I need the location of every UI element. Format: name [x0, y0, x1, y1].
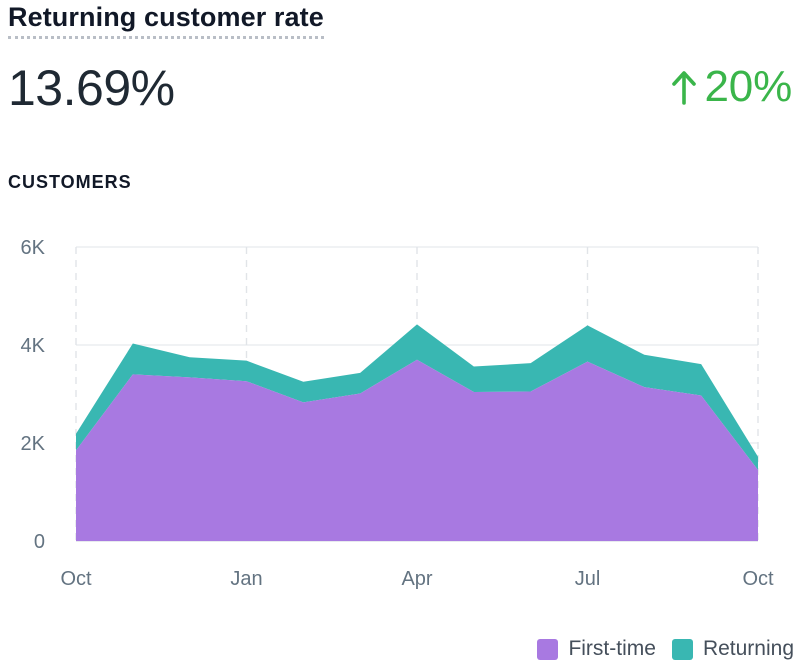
legend-label-first-time: First-time: [568, 637, 656, 660]
x-tick-label: Oct: [742, 568, 774, 590]
rate-change-value: 20%: [704, 62, 793, 111]
legend-item-first-time[interactable]: First-time: [537, 636, 656, 662]
legend-label-returning: Returning: [702, 637, 794, 660]
y-tick-label: 4K: [21, 335, 46, 357]
x-tick-label: Jan: [230, 568, 262, 590]
returning-swatch: [671, 638, 693, 660]
legend-item-returning[interactable]: Returning: [671, 636, 794, 662]
x-tick-label: Apr: [401, 568, 432, 590]
returning-rate-value: 13.69%: [8, 60, 175, 116]
customers-section-title: CUSTOMERS: [8, 172, 132, 192]
chart-title: Returning customer rate: [8, 2, 324, 39]
y-tick-label: 2K: [21, 433, 46, 455]
x-tick-label: Oct: [60, 568, 92, 590]
returning-area-series: [76, 324, 758, 470]
chart-legend: First-time Returning: [537, 636, 794, 662]
rate-change: 20%: [669, 62, 792, 112]
arrow-up-icon: [671, 71, 696, 105]
x-tick-label: Jul: [575, 568, 601, 590]
first-time-area-series: [76, 359, 758, 541]
y-tick-label: 6K: [21, 237, 46, 259]
first-time-swatch: [537, 638, 559, 660]
y-tick-label: 0: [34, 531, 45, 553]
